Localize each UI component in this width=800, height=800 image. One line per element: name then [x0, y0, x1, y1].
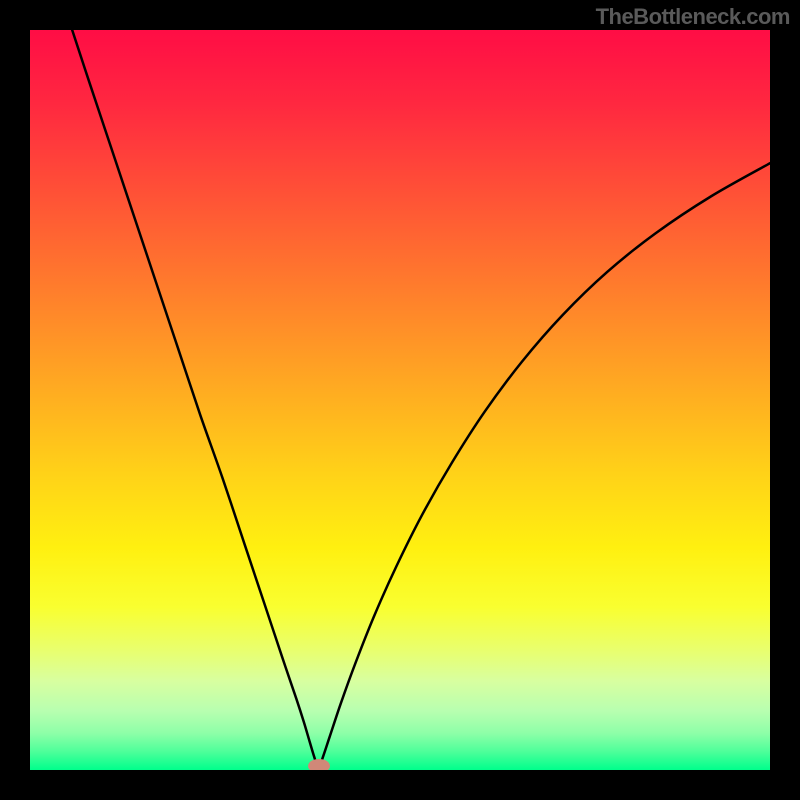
- bottleneck-curve: [30, 30, 770, 770]
- watermark-text: TheBottleneck.com: [596, 4, 790, 30]
- optimal-point-marker: [308, 759, 330, 770]
- plot-area: [30, 30, 770, 770]
- chart-container: TheBottleneck.com: [0, 0, 800, 800]
